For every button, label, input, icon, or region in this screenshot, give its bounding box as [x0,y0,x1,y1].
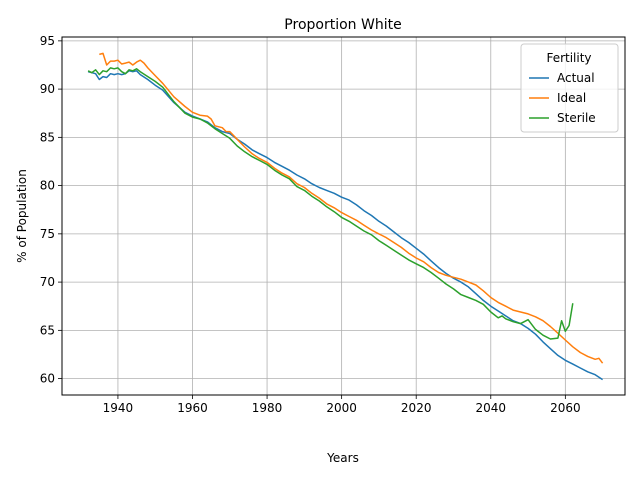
legend: Fertility Actual Ideal Sterile [520,43,619,133]
y-tick-label: 80 [40,179,55,193]
x-tick-label: 2060 [550,401,581,415]
y-tick-label: 85 [40,130,55,144]
series-line-sterile [87,67,574,340]
x-tick-label: 1980 [252,401,283,415]
y-tick-label: 95 [40,34,55,48]
chart-title: Proportion White [284,17,401,33]
y-tick-label: 90 [40,82,55,96]
x-tick-label: 1940 [103,401,134,415]
y-tick-label: 75 [40,227,55,241]
y-tick-label: 65 [40,323,55,337]
legend-title: Fertility [546,51,591,65]
legend-label-ideal: Ideal [557,91,586,105]
x-tick-label: 1960 [177,401,208,415]
series-lines [87,52,604,381]
series-line-actual [87,70,604,381]
y-tick-label: 60 [40,372,55,386]
legend-label-sterile: Sterile [557,111,596,125]
plot-frame [61,36,626,396]
legend-items: Actual Ideal Sterile [529,71,596,125]
grid-lines [62,37,625,395]
x-tick-label: 2000 [326,401,357,415]
legend-label-actual: Actual [557,71,595,85]
y-tick-label: 70 [40,275,55,289]
x-axis-label: Years [326,451,359,465]
y-axis-label: % of Population [15,169,29,263]
x-tick-label: 2040 [476,401,507,415]
series-line-ideal [99,52,604,364]
axis-ticks: 1940 1960 1980 2000 2020 2040 2060 60 65 70 75 80 85… [40,34,581,415]
legend-box [520,43,619,133]
x-tick-label: 2020 [401,401,432,415]
